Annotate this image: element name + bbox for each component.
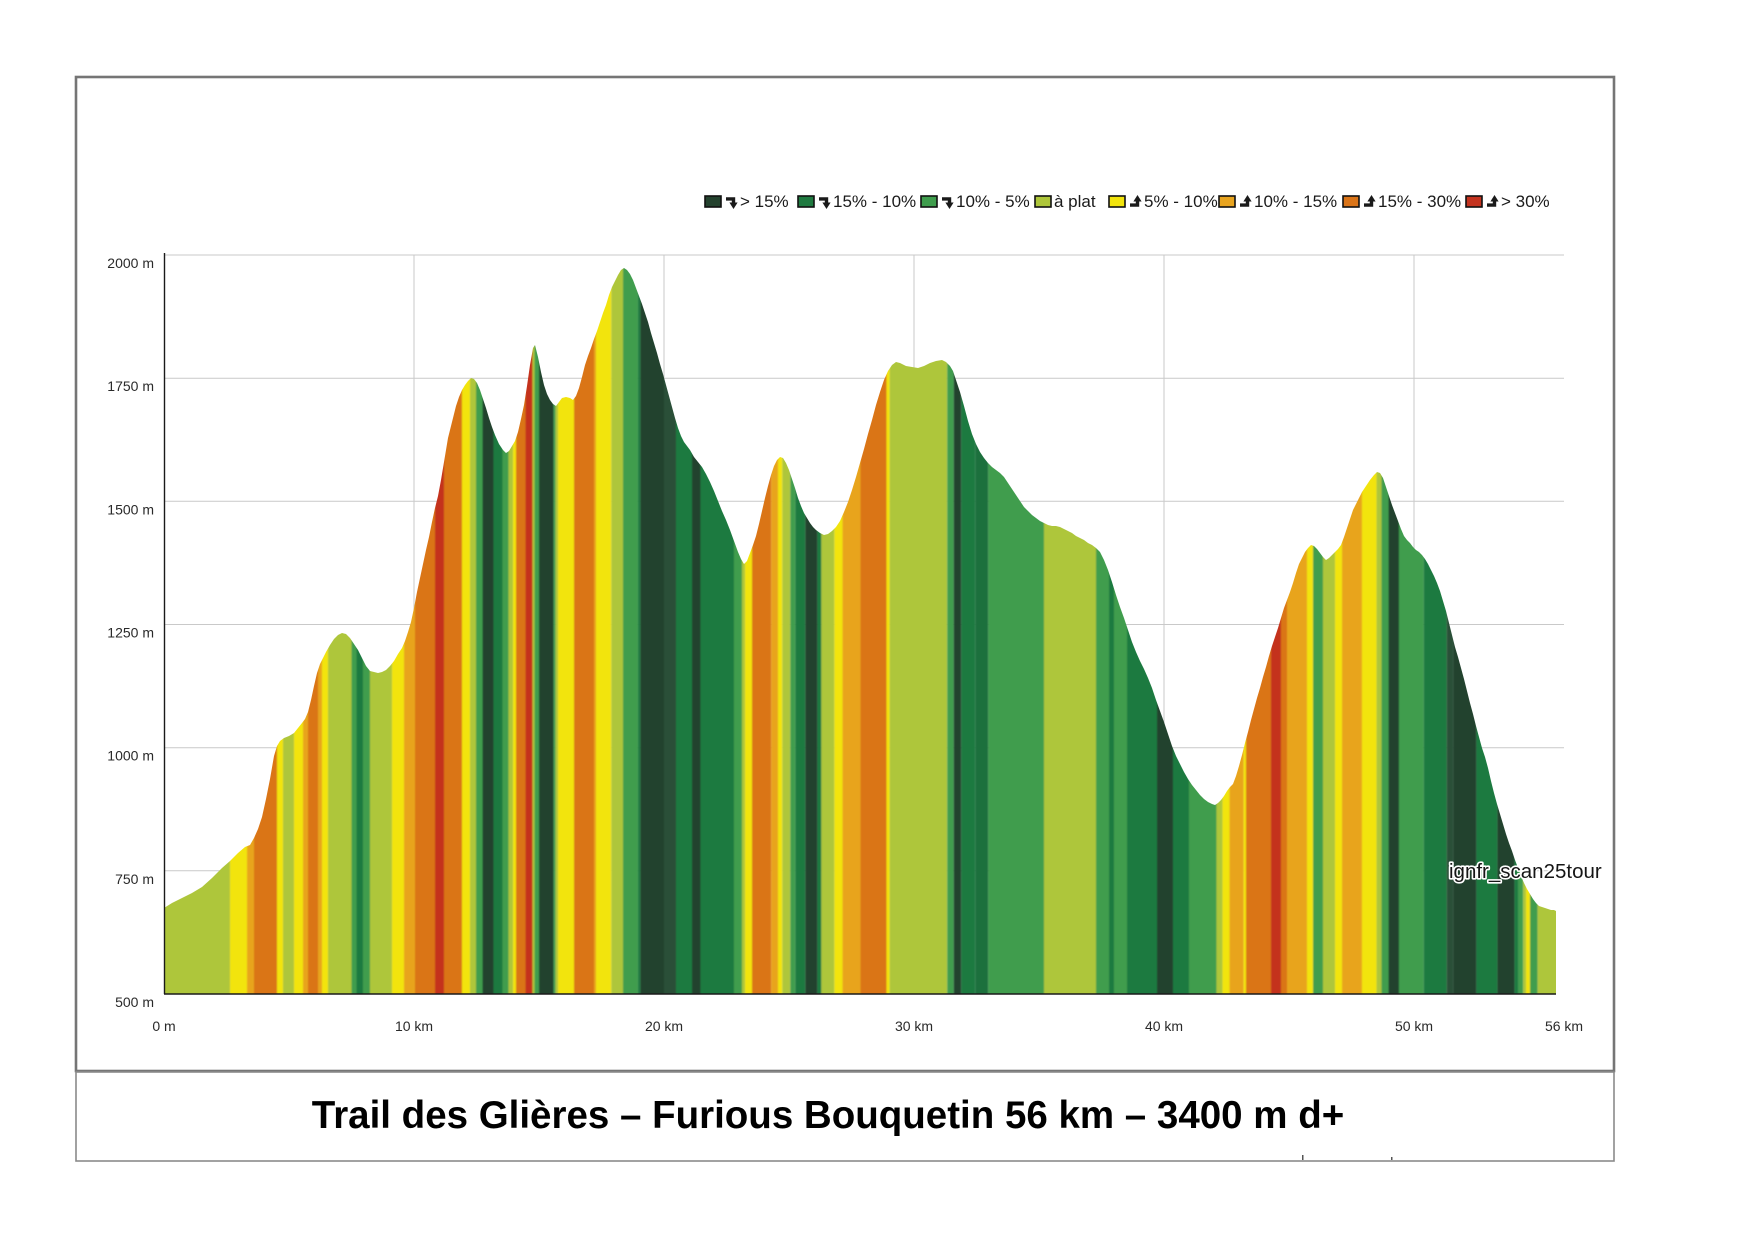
svg-text:15% - 10%: 15% - 10% <box>833 192 916 211</box>
svg-text:56 km: 56 km <box>1545 1018 1583 1034</box>
svg-text:10% - 5%: 10% - 5% <box>956 192 1030 211</box>
svg-text:50 km: 50 km <box>1395 1018 1433 1034</box>
svg-text:1250 m: 1250 m <box>107 625 154 641</box>
svg-text:500 m: 500 m <box>115 994 154 1010</box>
svg-text:10% - 15%: 10% - 15% <box>1254 192 1337 211</box>
svg-text:1750 m: 1750 m <box>107 378 154 394</box>
svg-text:2000 m: 2000 m <box>107 255 154 271</box>
svg-text:1500 m: 1500 m <box>107 501 154 517</box>
svg-text:750 m: 750 m <box>115 871 154 887</box>
svg-text:40 km: 40 km <box>1145 1018 1183 1034</box>
svg-text:Trail des Glières – Furious Bo: Trail des Glières – Furious Bouquetin 56… <box>312 1094 1344 1137</box>
svg-text:à plat: à plat <box>1054 192 1096 211</box>
svg-text:0 m: 0 m <box>152 1018 175 1034</box>
svg-text:5% - 10%: 5% - 10% <box>1144 192 1218 211</box>
svg-text:ignfr_scan25tour: ignfr_scan25tour <box>1449 860 1602 883</box>
svg-text:1000 m: 1000 m <box>107 748 154 764</box>
svg-text:> 30%: > 30% <box>1501 192 1550 211</box>
svg-text:> 15%: > 15% <box>740 192 789 211</box>
svg-text:20 km: 20 km <box>645 1018 683 1034</box>
svg-text:10 km: 10 km <box>395 1018 433 1034</box>
svg-text:30 km: 30 km <box>895 1018 933 1034</box>
svg-text:15% - 30%: 15% - 30% <box>1378 192 1461 211</box>
